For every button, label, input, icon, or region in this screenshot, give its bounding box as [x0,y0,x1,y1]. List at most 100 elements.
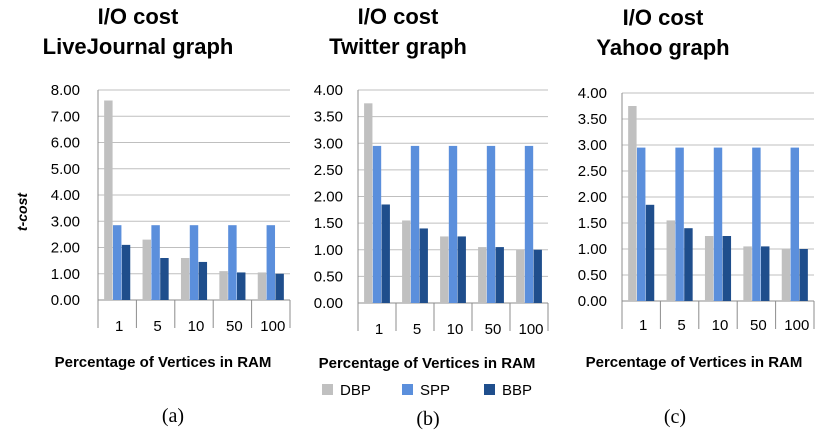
bar-spp-1 [372,145,382,303]
bar-spp-100 [266,225,276,300]
y-tick-label: 3.50 [578,111,607,128]
y-tick-label: 1.50 [314,215,343,232]
panel-caption: (c) [664,406,686,428]
bar-bbp-10 [722,236,732,301]
legend-label-dbp: DBP [340,382,371,399]
legend-swatch-bbp [484,384,495,395]
y-tick-label: 0.50 [578,267,607,284]
y-tick-label: 3.00 [51,213,80,230]
legend-swatch-dbp [322,384,333,395]
x-tick-label: 100 [784,317,809,334]
x-tick-label: 50 [226,318,243,335]
bar-spp-50 [228,225,237,300]
y-tick-label: 3.00 [578,137,607,154]
y-tick-label: 5.00 [51,161,80,178]
bar-dbp-100 [257,272,267,300]
chart-panel-yahoo: I/O cost Yahoo graph 0.00 0.50 1.00 1.50 2.0… [578,5,815,428]
x-tick-label: 50 [750,317,767,334]
y-tick-label: 4.00 [578,85,607,102]
x-tick-label: 50 [485,321,502,338]
bar-bbp-1 [381,204,390,303]
bar-spp-1 [112,225,122,300]
bar-spp-100 [524,145,534,303]
legend: DBP SPP BBP [322,382,532,399]
bar-dbp-100 [516,249,525,303]
bar-dbp-10 [180,258,190,300]
bar-dbp-1 [104,100,113,300]
x-axis-label: Percentage of Vertices in RAM [55,354,272,371]
bar-bbp-50 [761,246,770,301]
chart-title-line-2: Twitter graph [329,34,467,59]
chart-title-line-1: I/O cost [623,5,704,30]
legend-label-spp: SPP [420,382,450,399]
bar-dbp-10 [440,236,449,303]
x-tick-label: 100 [518,321,543,338]
chart-title-line-2: LiveJournal graph [43,34,234,59]
legend-swatch-spp [402,384,413,395]
y-tick-label: 8.00 [51,82,80,99]
y-tick-label: 7.00 [51,108,80,125]
y-tick-label: 0.50 [314,268,343,285]
bar-bbp-10 [457,236,466,303]
y-tick-label: 4.00 [51,187,80,204]
bar-dbp-50 [219,271,228,300]
x-tick-label: 1 [375,321,383,338]
bar-spp-10 [713,147,723,301]
bar-bbp-1 [121,244,131,300]
y-tick-label: 0.00 [578,293,607,310]
plot-area: 0.00 0.50 1.00 1.50 2.00 2.50 3.00 3.50 4.00 1 5 10… [314,82,549,338]
bar-dbp-1 [628,106,637,301]
x-axis-label: Percentage of Vertices in RAM [586,354,803,371]
bar-dbp-1 [364,103,373,303]
y-tick-label: 2.00 [578,189,607,206]
bar-dbp-5 [666,220,675,301]
chart-panel-twitter: I/O cost Twitter graph 0.00 0.50 1.00 1.50 2… [314,4,549,430]
bar-bbp-5 [684,228,693,301]
bar-spp-10 [189,225,199,300]
x-tick-label: 100 [260,318,285,335]
bar-dbp-5 [142,239,151,300]
plot-area: 0.00 0.50 1.00 1.50 2.00 2.50 3.00 3.50 4.00 1 5 10… [578,85,815,334]
x-tick-label: 1 [115,318,123,335]
chart-title-line-1: I/O cost [98,4,179,29]
bar-bbp-50 [237,272,246,300]
bar-dbp-50 [743,246,752,301]
y-tick-label: 3.00 [314,135,343,152]
bar-bbp-50 [495,247,504,303]
y-tick-label: 2.00 [314,189,343,206]
chart-title-line-2: Yahoo graph [596,35,729,60]
bar-spp-5 [151,225,160,300]
plot-area: 0.00 1.00 2.00 3.00 4.00 5.00 6.00 7.00 8.00 1 5 10… [51,82,291,335]
x-axis-label: Percentage of Vertices in RAM [319,355,536,372]
y-tick-label: 0.00 [51,292,80,309]
x-tick-label: 5 [413,321,421,338]
y-tick-label: 1.00 [314,242,343,259]
panel-caption: (a) [162,405,184,427]
bar-bbp-5 [419,228,428,303]
x-tick-label: 1 [639,317,647,334]
y-tick-label: 0.00 [314,295,343,312]
bar-spp-50 [486,145,496,303]
bar-spp-1 [636,147,646,301]
y-tick-label: 6.00 [51,135,80,152]
y-tick-label: 3.50 [314,109,343,126]
bar-bbp-1 [645,204,655,301]
y-tick-label: 2.50 [314,162,343,179]
panel-caption: (b) [416,408,439,430]
x-tick-label: 10 [188,318,205,335]
chart-panel-livejournal: I/O cost LiveJournal graph 0.00 1.00 2.00 3… [14,4,291,427]
bar-dbp-50 [478,247,487,303]
bar-spp-100 [790,147,800,301]
bar-bbp-5 [160,258,169,300]
bar-bbp-100 [275,273,284,300]
legend-label-bbp: BBP [502,382,532,399]
y-tick-label: 1.50 [578,215,607,232]
bar-dbp-10 [704,236,714,301]
bar-bbp-100 [799,249,808,301]
x-tick-label: 10 [447,321,464,338]
bar-spp-5 [410,145,420,303]
bar-dbp-100 [781,249,791,301]
bar-dbp-5 [402,220,411,303]
x-tick-label: 10 [712,317,729,334]
